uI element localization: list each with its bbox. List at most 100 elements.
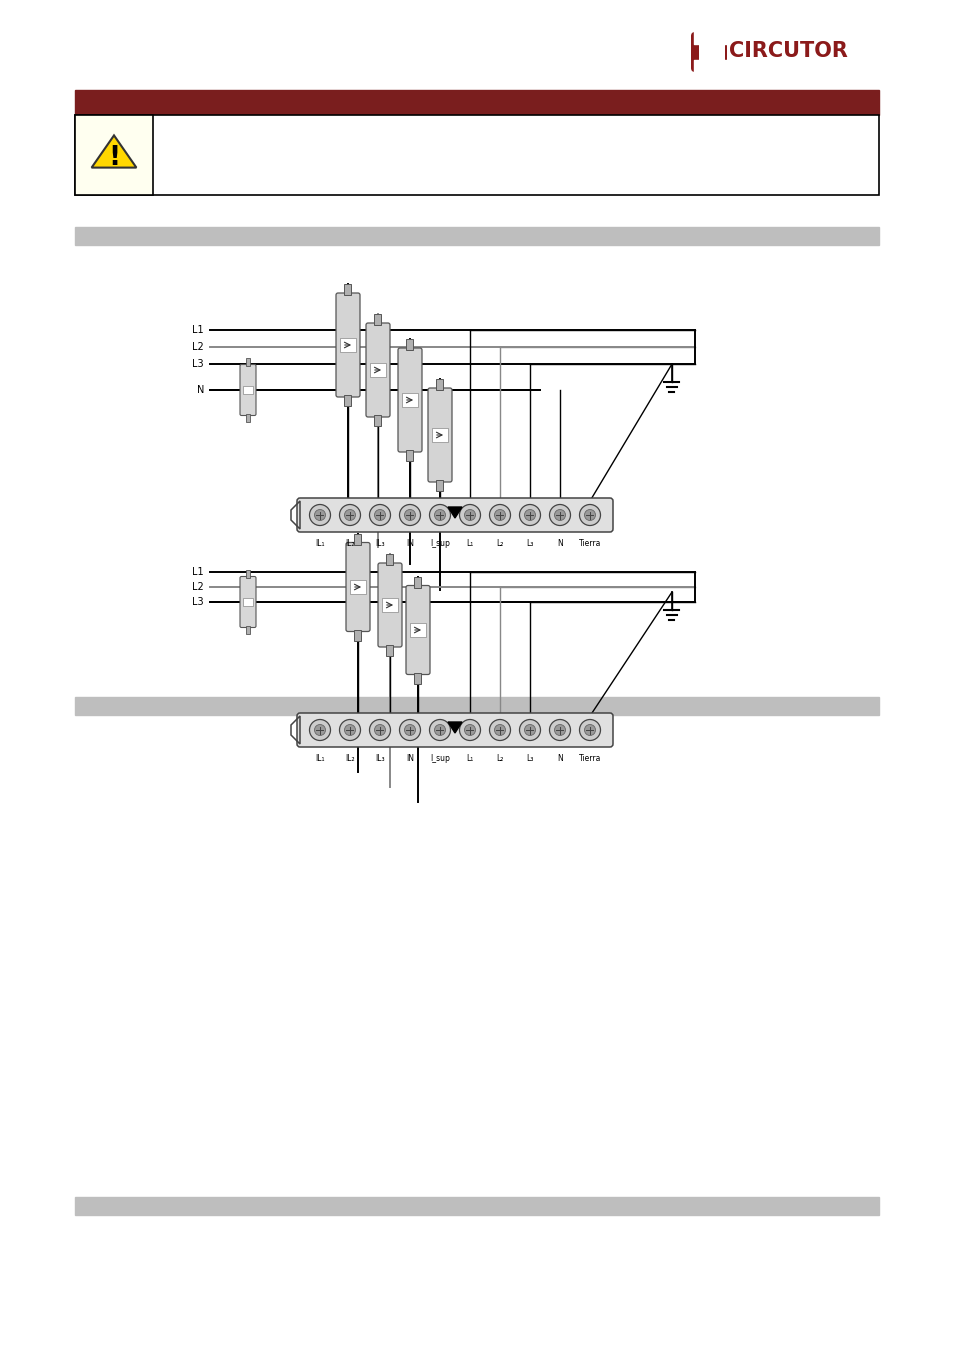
- Circle shape: [524, 725, 535, 736]
- Text: IN: IN: [406, 755, 414, 763]
- Bar: [75, 115, 152, 194]
- Bar: [246, 570, 250, 578]
- Bar: [355, 533, 361, 544]
- FancyBboxPatch shape: [406, 586, 430, 675]
- FancyBboxPatch shape: [397, 348, 421, 452]
- Bar: [375, 315, 381, 325]
- Circle shape: [309, 505, 330, 525]
- Circle shape: [464, 509, 475, 521]
- Bar: [436, 379, 443, 390]
- Text: N: N: [196, 385, 204, 396]
- Circle shape: [369, 720, 390, 741]
- Circle shape: [489, 505, 510, 525]
- Text: L2: L2: [193, 582, 204, 593]
- Circle shape: [434, 509, 445, 521]
- Circle shape: [464, 725, 475, 736]
- FancyBboxPatch shape: [296, 713, 613, 747]
- Text: IL₁: IL₁: [314, 539, 324, 548]
- FancyBboxPatch shape: [366, 323, 390, 417]
- Circle shape: [375, 509, 385, 521]
- Bar: [386, 645, 393, 656]
- Circle shape: [404, 725, 416, 736]
- Bar: [75, 90, 878, 115]
- Bar: [243, 598, 253, 606]
- Circle shape: [494, 725, 505, 736]
- Bar: [246, 414, 250, 423]
- Text: L3: L3: [193, 359, 204, 369]
- Circle shape: [314, 725, 325, 736]
- Bar: [355, 629, 361, 640]
- Text: !: !: [108, 144, 120, 171]
- Circle shape: [519, 505, 540, 525]
- Bar: [406, 339, 413, 350]
- Polygon shape: [91, 135, 136, 167]
- Bar: [414, 672, 421, 683]
- Bar: [75, 227, 878, 244]
- Circle shape: [399, 720, 420, 741]
- Text: L1: L1: [193, 567, 204, 576]
- Bar: [410, 622, 426, 637]
- Text: Tierra: Tierra: [578, 539, 600, 548]
- Text: IL₁: IL₁: [314, 755, 324, 763]
- Circle shape: [554, 725, 565, 736]
- Circle shape: [489, 720, 510, 741]
- Circle shape: [339, 720, 360, 741]
- Text: Tierra: Tierra: [578, 755, 600, 763]
- Text: CIRCUTOR: CIRCUTOR: [728, 40, 847, 61]
- Circle shape: [309, 720, 330, 741]
- Circle shape: [375, 725, 385, 736]
- Circle shape: [459, 505, 480, 525]
- FancyBboxPatch shape: [428, 387, 452, 482]
- Bar: [414, 576, 421, 587]
- FancyBboxPatch shape: [690, 32, 726, 72]
- Polygon shape: [448, 508, 461, 518]
- Text: L3: L3: [193, 597, 204, 608]
- Circle shape: [519, 720, 540, 741]
- Text: L₁: L₁: [466, 539, 473, 548]
- Bar: [406, 450, 413, 460]
- Bar: [344, 396, 351, 406]
- Text: IL₂: IL₂: [345, 539, 355, 548]
- Text: L₂: L₂: [496, 755, 503, 763]
- Circle shape: [339, 505, 360, 525]
- Bar: [246, 358, 250, 366]
- FancyBboxPatch shape: [240, 576, 255, 628]
- Circle shape: [494, 509, 505, 521]
- Text: IN: IN: [406, 539, 414, 548]
- Text: N: N: [557, 539, 562, 548]
- Circle shape: [584, 725, 595, 736]
- Bar: [436, 481, 443, 491]
- Bar: [75, 115, 878, 194]
- Circle shape: [399, 505, 420, 525]
- Polygon shape: [448, 722, 461, 733]
- Circle shape: [344, 725, 355, 736]
- FancyBboxPatch shape: [335, 293, 359, 397]
- Bar: [75, 1197, 878, 1215]
- Circle shape: [554, 509, 565, 521]
- Bar: [339, 338, 355, 352]
- Bar: [370, 363, 386, 377]
- Bar: [401, 393, 417, 406]
- FancyBboxPatch shape: [296, 498, 613, 532]
- Text: IL₂: IL₂: [345, 755, 355, 763]
- Text: L₁: L₁: [466, 755, 473, 763]
- Bar: [432, 428, 448, 441]
- FancyBboxPatch shape: [240, 364, 255, 416]
- Circle shape: [584, 509, 595, 521]
- Text: IL₃: IL₃: [375, 539, 384, 548]
- Circle shape: [429, 505, 450, 525]
- Bar: [375, 414, 381, 427]
- Text: L2: L2: [193, 342, 204, 352]
- Bar: [243, 386, 253, 394]
- Text: I_sup: I_sup: [430, 539, 450, 548]
- Circle shape: [434, 725, 445, 736]
- Circle shape: [344, 509, 355, 521]
- Bar: [386, 554, 393, 566]
- Text: L₃: L₃: [526, 755, 533, 763]
- Bar: [246, 626, 250, 634]
- FancyBboxPatch shape: [699, 40, 724, 63]
- FancyBboxPatch shape: [346, 543, 370, 632]
- Circle shape: [459, 720, 480, 741]
- Text: I_sup: I_sup: [430, 755, 450, 763]
- Bar: [350, 580, 366, 594]
